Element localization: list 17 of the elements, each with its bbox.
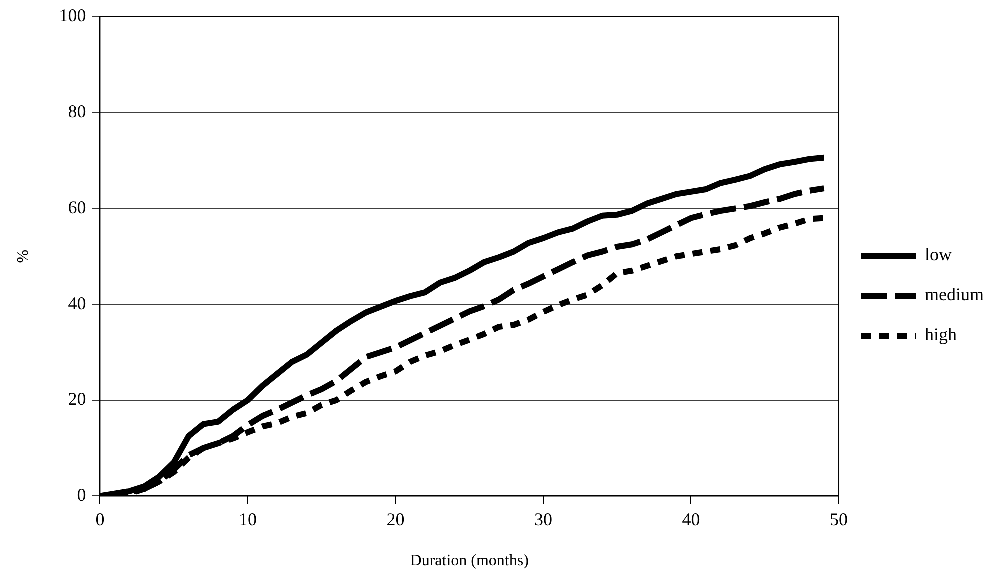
y-tick-label: 40 xyxy=(68,293,86,314)
legend-label: high xyxy=(925,324,958,345)
y-axis-title: % xyxy=(14,250,32,264)
x-axis-title: Duration (months) xyxy=(410,552,529,570)
x-tick-label: 20 xyxy=(386,510,405,530)
y-tick-label: 60 xyxy=(68,197,86,218)
x-tick-label: 40 xyxy=(682,510,700,530)
legend-label: low xyxy=(925,244,952,265)
x-tick-label: 30 xyxy=(534,510,552,530)
y-tick-label: 80 xyxy=(68,102,86,122)
x-tick-label: 50 xyxy=(830,510,848,530)
x-tick-label: 0 xyxy=(96,510,105,530)
x-tick-label: 10 xyxy=(238,510,257,530)
y-tick-label: 0 xyxy=(77,484,86,505)
legend-label: medium xyxy=(925,284,984,305)
y-tick-label: 20 xyxy=(68,389,86,410)
y-tick-label: 100 xyxy=(59,6,86,26)
